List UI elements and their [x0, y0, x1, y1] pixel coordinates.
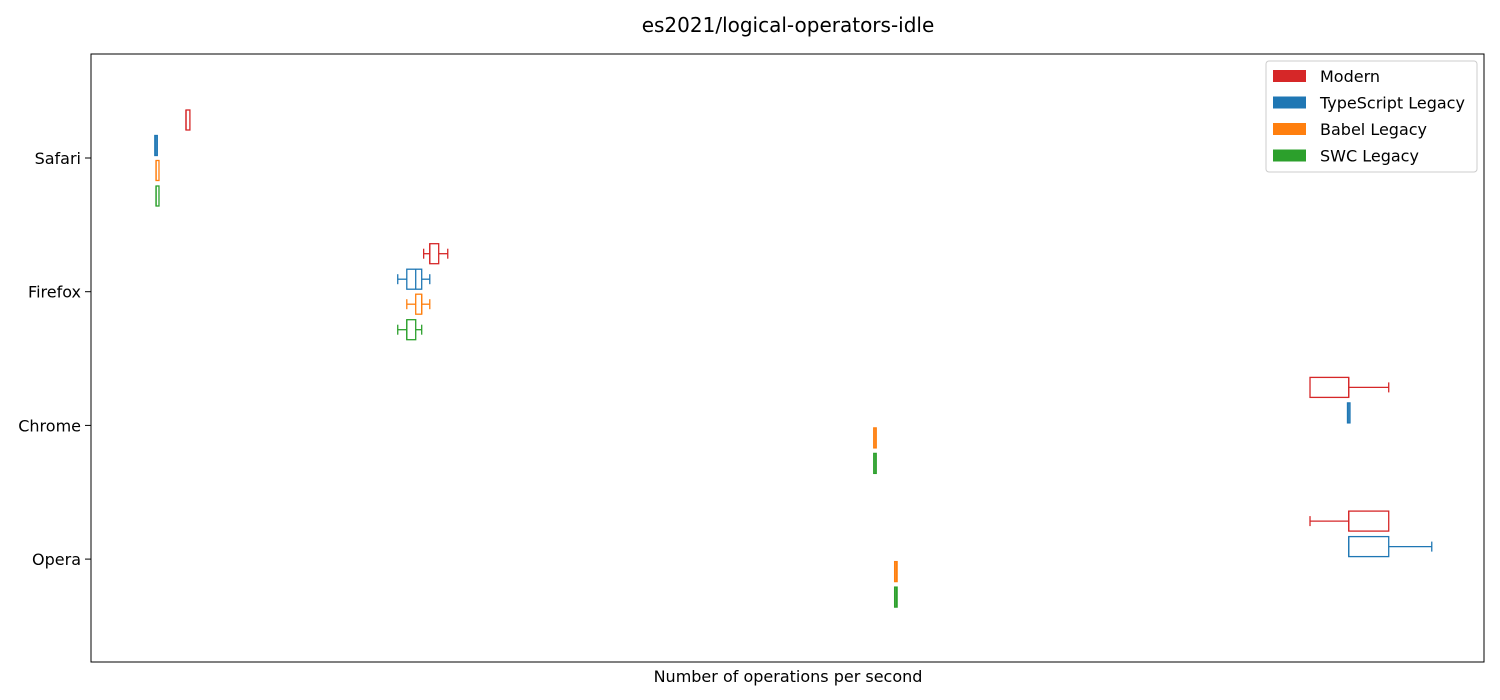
box-swc-legacy-firefox [397, 319, 423, 341]
chart-title: es2021/logical-operators-idle [642, 13, 935, 37]
legend-swatch [1273, 70, 1306, 82]
box-typescript-legacy-firefox [397, 268, 431, 290]
box-modern-firefox [422, 243, 449, 265]
box-swc-legacy-chrome [873, 452, 877, 475]
box-swc-legacy-opera [893, 586, 898, 608]
box-typescript-legacy-chrome [1346, 402, 1351, 424]
legend-label: SWC Legacy [1320, 147, 1419, 166]
box-series-group [154, 109, 1433, 608]
legend: Modern TypeScript Legacy Babel Legacy SWC L… [1265, 60, 1478, 173]
y-tick-label: Chrome [18, 416, 81, 435]
box-typescript-legacy-opera [1348, 535, 1433, 558]
y-tick-label: Safari [35, 149, 81, 168]
legend-label: TypeScript Legacy [1319, 94, 1465, 113]
box-babel-legacy-opera [893, 560, 898, 583]
box-modern-chrome [1309, 376, 1390, 399]
legend-swatch [1273, 96, 1306, 109]
legend-swatch [1273, 123, 1306, 135]
legend-swatch [1273, 149, 1306, 162]
box-modern-opera [1309, 510, 1390, 532]
y-tick-label: Firefox [28, 283, 81, 302]
y-axis: Safari Firefox Chrome Opera [18, 149, 91, 569]
plot-area-frame [90, 53, 1485, 663]
x-axis-label: Number of operations per second [654, 667, 923, 686]
box-swc-legacy-safari [155, 185, 160, 207]
y-tick-label: Opera [32, 550, 81, 569]
box-typescript-legacy-safari [154, 134, 158, 157]
box-babel-legacy-chrome [873, 427, 877, 449]
legend-frame [1265, 60, 1478, 173]
box-babel-legacy-firefox [406, 293, 431, 315]
legend-label: Modern [1320, 67, 1380, 86]
legend-label: Babel Legacy [1320, 120, 1427, 139]
box-babel-legacy-safari [155, 159, 160, 182]
box-modern-safari [185, 109, 191, 131]
